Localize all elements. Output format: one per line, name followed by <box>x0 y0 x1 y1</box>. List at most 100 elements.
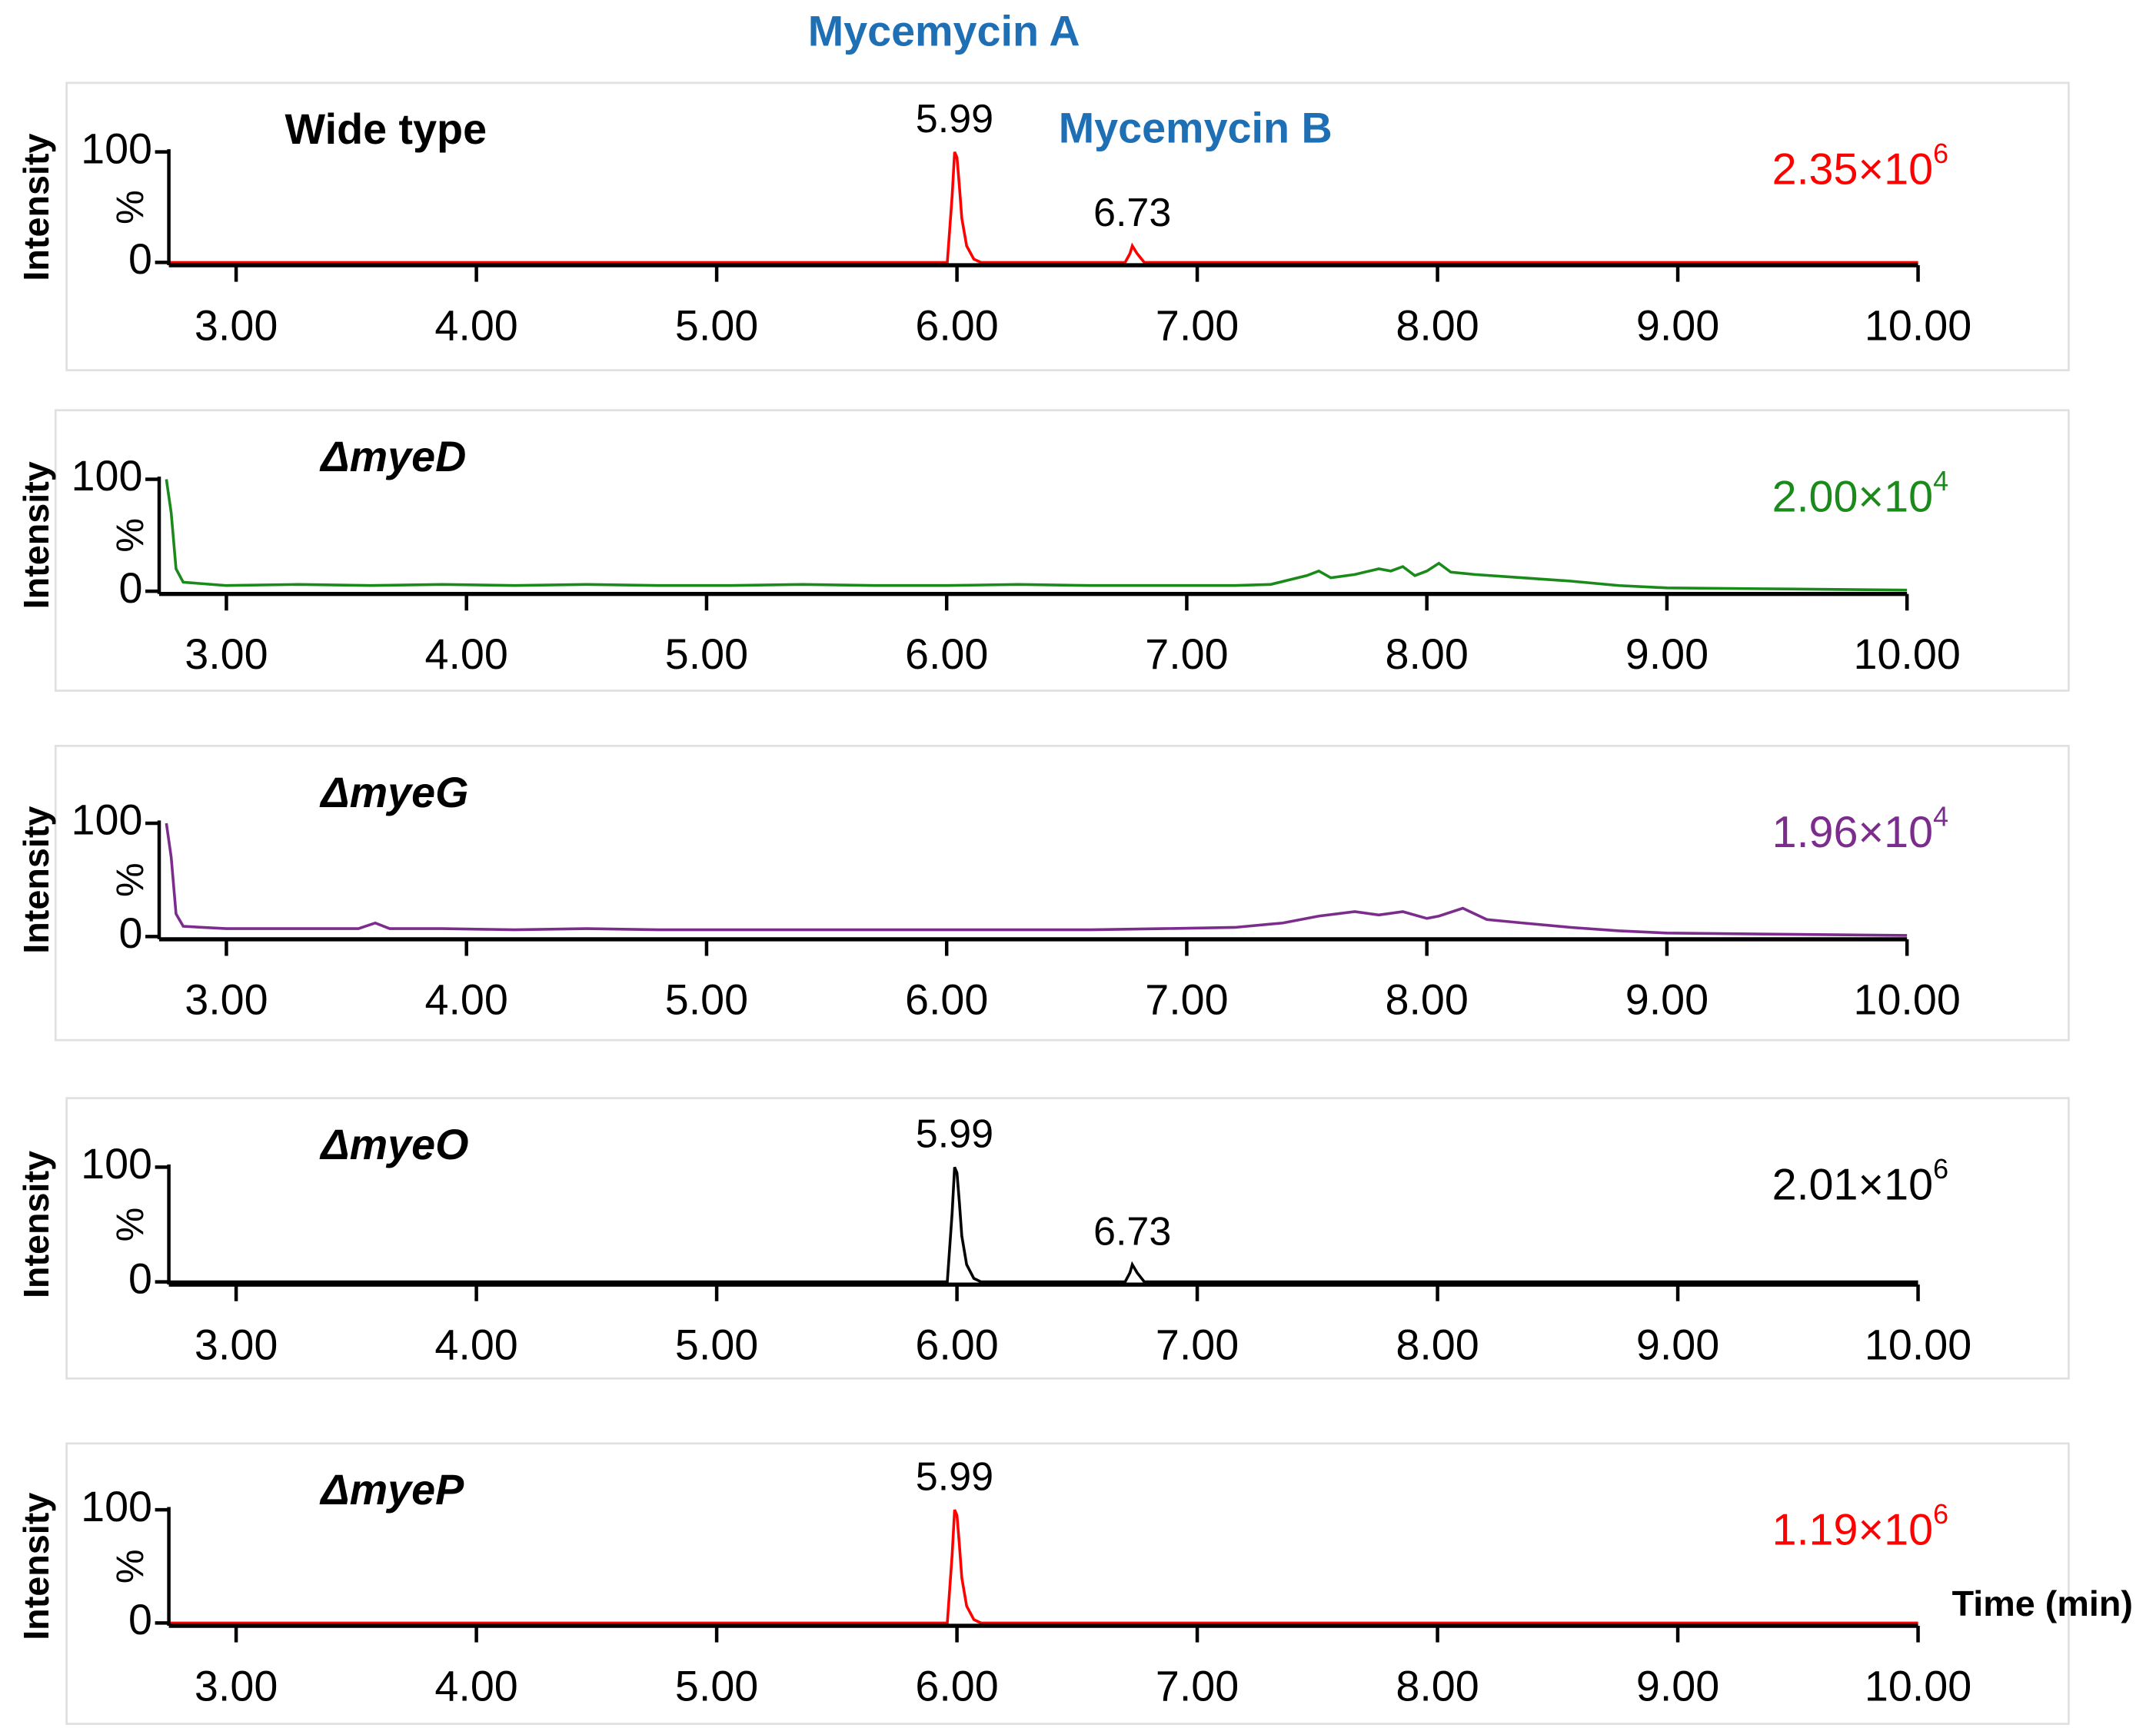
x-tick-label: 10.00 <box>1865 1321 1971 1369</box>
x-tick-label: 6.00 <box>915 1662 998 1710</box>
x-tick-label: 6.00 <box>915 1321 998 1369</box>
peak-label: 6.73 <box>1093 1209 1171 1254</box>
panel-frame <box>65 81 2070 371</box>
panel-label: Wide type <box>285 105 487 153</box>
peak-label: 5.99 <box>916 97 993 141</box>
trace <box>165 822 1908 937</box>
intensity-scale: 2.00×104 <box>1772 465 1948 521</box>
y-axis-label: Intensity <box>16 1493 56 1640</box>
scale-sign: × <box>1858 1161 1885 1210</box>
x-tick-label: 6.00 <box>905 975 988 1023</box>
x-tick-label: 5.00 <box>675 1662 758 1710</box>
panel-frame <box>65 1097 2070 1380</box>
x-tick-label: 3.00 <box>195 1662 278 1710</box>
scale-sign: × <box>1858 1506 1885 1555</box>
x-tick-label: 6.00 <box>915 301 998 349</box>
peak-label: 5.99 <box>916 1112 993 1157</box>
scale-sign: × <box>1858 145 1885 194</box>
trace <box>168 151 1918 264</box>
compound-label: Mycemycin A <box>808 8 1080 55</box>
trace <box>168 1509 1918 1625</box>
intensity-scale: 2.01×106 <box>1772 1153 1948 1209</box>
scale-base: 10 <box>1884 1161 1933 1210</box>
x-tick-label: 8.00 <box>1396 301 1479 349</box>
x-tick-label: 3.00 <box>195 301 278 349</box>
scale-exponent: 4 <box>1933 801 1948 832</box>
y-axis-label: Intensity <box>16 461 56 609</box>
x-tick-label: 4.00 <box>434 1662 517 1710</box>
trace <box>168 1166 1918 1284</box>
y-tick-label: 100 <box>72 796 143 844</box>
panel-frame <box>54 409 2070 692</box>
x-tick-label: 6.00 <box>905 630 988 678</box>
x-tick-label: 4.00 <box>425 975 508 1023</box>
x-tick-label: 7.00 <box>1156 301 1239 349</box>
x-tick-label: 8.00 <box>1385 975 1468 1023</box>
scale-sign: × <box>1858 473 1885 522</box>
y-tick-label: 100 <box>72 452 143 500</box>
scale-base: 10 <box>1884 1506 1933 1555</box>
panel-label: ΔmyeO <box>319 1121 468 1168</box>
y-tick-label: 100 <box>81 1483 152 1530</box>
panel-label: ΔmyeG <box>319 769 468 816</box>
y-unit: % <box>108 518 151 553</box>
peak-label: 6.73 <box>1093 191 1171 235</box>
x-tick-label: 3.00 <box>195 1321 278 1369</box>
x-tick-label: 8.00 <box>1396 1662 1479 1710</box>
x-tick-label: 5.00 <box>675 301 758 349</box>
scale-coefficient: 1.19 <box>1772 1506 1858 1555</box>
x-tick-label: 10.00 <box>1853 630 1960 678</box>
x-tick-label: 7.00 <box>1156 1662 1239 1710</box>
y-axis-label: Intensity <box>16 1151 56 1298</box>
scale-exponent: 6 <box>1933 1153 1948 1185</box>
scale-base: 10 <box>1884 808 1933 857</box>
x-tick-label: 8.00 <box>1396 1321 1479 1369</box>
panel-frame <box>65 1442 2070 1725</box>
y-unit: % <box>108 862 151 897</box>
scale-base: 10 <box>1884 473 1933 522</box>
intensity-scale: 2.35×106 <box>1772 138 1948 194</box>
scale-sign: × <box>1858 808 1885 857</box>
x-tick-label: 9.00 <box>1636 301 1719 349</box>
y-unit: % <box>108 190 151 224</box>
x-tick-label: 4.00 <box>425 630 508 678</box>
x-tick-label: 4.00 <box>434 1321 517 1369</box>
scale-coefficient: 2.35 <box>1772 145 1858 194</box>
scale-coefficient: 2.00 <box>1772 473 1858 522</box>
y-tick-label: 0 <box>128 1596 152 1643</box>
x-tick-label: 9.00 <box>1636 1662 1719 1710</box>
x-tick-label: 10.00 <box>1865 1662 1971 1710</box>
x-tick-label: 5.00 <box>675 1321 758 1369</box>
panel-frame <box>54 745 2070 1042</box>
y-unit: % <box>108 1208 151 1242</box>
scale-base: 10 <box>1884 145 1933 194</box>
scale-exponent: 6 <box>1933 1499 1948 1530</box>
x-axis-label: Time (min) <box>1952 1583 2133 1623</box>
x-tick-label: 9.00 <box>1625 975 1708 1023</box>
y-tick-label: 0 <box>118 564 142 612</box>
intensity-scale: 1.96×104 <box>1772 801 1948 857</box>
x-tick-label: 3.00 <box>185 630 268 678</box>
x-tick-label: 9.00 <box>1625 630 1708 678</box>
y-tick-label: 0 <box>128 235 152 283</box>
y-tick-label: 0 <box>128 1254 152 1302</box>
x-tick-label: 7.00 <box>1145 975 1228 1023</box>
x-tick-label: 3.00 <box>185 975 268 1023</box>
y-tick-label: 100 <box>81 1140 152 1188</box>
x-tick-label: 5.00 <box>665 630 748 678</box>
x-tick-label: 8.00 <box>1385 630 1468 678</box>
y-axis-label: Intensity <box>16 806 56 954</box>
y-axis-label: Intensity <box>16 133 56 281</box>
intensity-scale: 1.19×106 <box>1772 1499 1948 1555</box>
scale-exponent: 4 <box>1933 465 1948 497</box>
trace <box>165 479 1908 592</box>
x-tick-label: 7.00 <box>1156 1321 1239 1369</box>
scale-coefficient: 1.96 <box>1772 808 1858 857</box>
panel-label: ΔmyeD <box>319 433 466 480</box>
x-tick-label: 5.00 <box>665 975 748 1023</box>
panel-label: ΔmyeP <box>319 1466 464 1514</box>
x-tick-label: 10.00 <box>1853 975 1960 1023</box>
y-tick-label: 0 <box>118 909 142 957</box>
y-unit: % <box>108 1549 151 1583</box>
